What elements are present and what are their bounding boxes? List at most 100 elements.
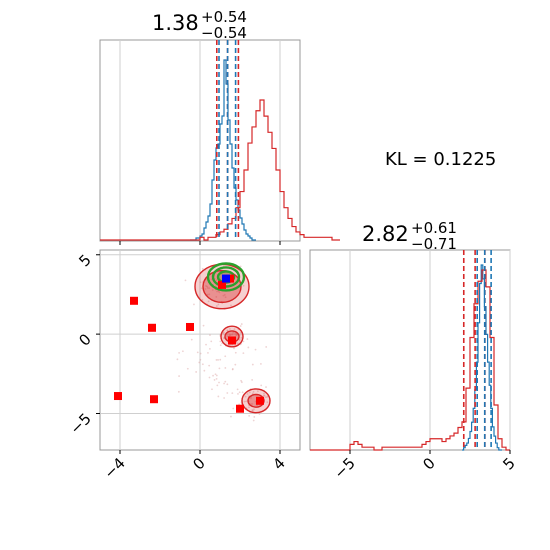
- bl-sample-dot: [206, 293, 209, 296]
- bl-sample-dot: [236, 342, 239, 345]
- bl-sample-dot: [219, 344, 222, 347]
- bl-sample-dot: [256, 404, 258, 407]
- bl-sample-dot: [251, 379, 254, 381]
- grid-layer: [100, 40, 511, 450]
- bl-sample-dot: [178, 375, 180, 377]
- bl-red-square-7: [228, 336, 236, 345]
- bl-ytick-label-2: −5: [66, 410, 94, 438]
- bl-sample-dot: [263, 392, 265, 395]
- bl-sample-dot: [208, 347, 211, 350]
- bl-sample-dot: [266, 401, 269, 404]
- tl-title-value: 1.38: [152, 11, 199, 35]
- bl-sample-dot: [242, 340, 245, 343]
- bl-sample-dot: [223, 382, 225, 385]
- bl-xtick-label-2: 4: [269, 454, 288, 473]
- bl-sample-dot: [250, 397, 252, 400]
- bl-sample-dot: [248, 406, 250, 409]
- bl-sample-dot: [230, 304, 232, 307]
- bl-red-square-1: [148, 323, 156, 332]
- bl-sample-dot: [186, 367, 189, 370]
- bl-sample-dot: [177, 390, 180, 393]
- tl-title-minus: −0.54: [201, 24, 247, 42]
- bl-sample-dot: [211, 289, 214, 291]
- bl-sample-dot: [216, 290, 218, 293]
- bl-sample-dot: [232, 407, 235, 410]
- bl-xtick-label-0: −4: [100, 454, 128, 482]
- bl-sample-dot: [215, 279, 218, 282]
- bl-sample-dot: [260, 363, 262, 365]
- bl-sample-dot: [242, 284, 245, 287]
- panel-bottom-right-frame: [309, 249, 511, 451]
- br-xtick-label-1: 0: [419, 454, 438, 473]
- bl-sample-dot: [231, 368, 234, 371]
- tl-hist-series-0: [190, 59, 256, 241]
- bl-xtick-label-1: 0: [189, 454, 208, 473]
- bl-sample-dot: [178, 351, 180, 354]
- bl-red-square-3: [114, 392, 122, 401]
- top-left-title: 1.38 +0.54 −0.54: [152, 8, 247, 42]
- bl-sample-dot: [213, 379, 216, 381]
- bl-sample-dot: [207, 352, 209, 354]
- bl-sample-dot: [234, 351, 237, 354]
- bl-sample-dot: [233, 347, 235, 350]
- bl-sample-dot: [253, 416, 256, 418]
- bl-sample-dot: [200, 287, 203, 290]
- tl-hist-series-1: [100, 99, 340, 241]
- bl-sample-dot: [216, 384, 219, 387]
- bl-sample-dot: [252, 419, 255, 422]
- bl-sample-dot: [239, 331, 242, 334]
- bl-sample-dot: [244, 395, 247, 398]
- bl-red-square-6: [256, 396, 264, 405]
- bottom-right-histogram: [310, 250, 510, 451]
- bl-sample-dot: [207, 300, 210, 303]
- bl-sample-dot: [203, 369, 206, 372]
- bl-sample-dot: [206, 287, 209, 289]
- bl-sample-dot: [241, 391, 244, 394]
- bl-sample-dot: [210, 340, 213, 343]
- bl-sample-dot: [226, 335, 229, 338]
- bl-sample-dot: [205, 343, 207, 346]
- bl-sample-dot: [217, 303, 220, 306]
- bl-sample-dot: [195, 371, 198, 373]
- bottom-right-title: 2.82 +0.61 −0.71: [362, 219, 457, 253]
- bottom-left-scatter: [114, 262, 271, 422]
- bl-sample-dot: [214, 373, 217, 376]
- bl-sample-dot: [235, 334, 238, 337]
- bl-sample-dot: [226, 383, 229, 386]
- bl-sample-dot: [243, 400, 246, 403]
- br-hist-series-0: [462, 264, 502, 451]
- bl-sample-dot: [201, 267, 204, 270]
- bl-sample-dot: [176, 358, 179, 361]
- bl-sample-dot: [222, 294, 225, 297]
- br-hist-series-1: [310, 269, 510, 451]
- bl-sample-dot: [208, 293, 211, 296]
- bl-sample-dot: [240, 336, 243, 339]
- top-left-histogram: [100, 40, 340, 241]
- bl-sample-dot: [224, 380, 227, 383]
- bl-sample-dot: [224, 367, 227, 369]
- bl-sample-dot: [217, 395, 220, 398]
- bl-sample-dot: [222, 332, 225, 335]
- bl-sample-dot: [258, 413, 261, 415]
- bl-sample-dot: [217, 359, 219, 361]
- bl-sample-dot: [229, 334, 232, 337]
- bl-red-square-2: [186, 322, 194, 331]
- bl-sample-dot: [219, 358, 222, 361]
- bl-sample-dot: [260, 384, 263, 387]
- bl-sample-dot: [240, 379, 242, 382]
- bl-sample-dot: [264, 396, 267, 399]
- br-title-minus: −0.71: [411, 235, 457, 253]
- bl-sample-dot: [208, 376, 211, 379]
- bl-sample-dot: [199, 352, 202, 355]
- bl-sample-dot: [215, 285, 218, 288]
- bl-sample-dot: [251, 392, 254, 395]
- bl-sample-dot: [251, 409, 254, 411]
- bl-sample-dot: [238, 391, 241, 394]
- bl-sample-dot: [215, 374, 218, 377]
- bl-sample-dot: [234, 333, 237, 335]
- bl-sample-dot: [212, 374, 214, 377]
- bl-sample-dot: [229, 328, 231, 330]
- bl-sample-dot: [208, 364, 211, 367]
- bl-sample-dot: [265, 396, 268, 398]
